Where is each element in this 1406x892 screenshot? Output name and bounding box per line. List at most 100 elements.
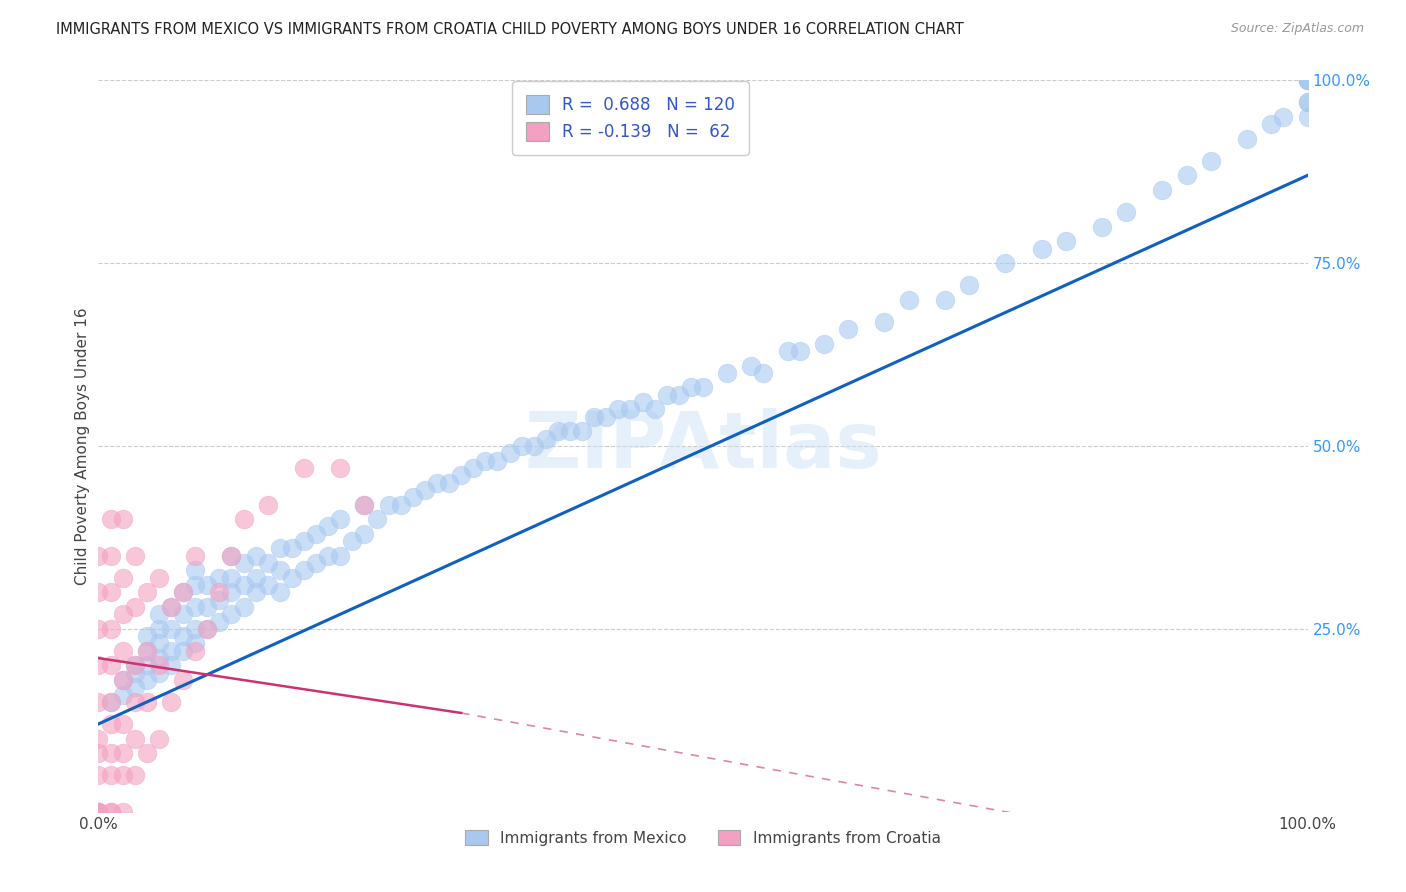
Point [692, 380, 714, 394]
Point [221, 549, 243, 563]
Point [87, 549, 110, 563]
Point [124, 768, 146, 782]
Point [631, 395, 654, 409]
Point [873, 315, 896, 329]
Point [256, 578, 278, 592]
Point [135, 629, 157, 643]
Point [111, 717, 134, 731]
Point [87, 695, 110, 709]
Point [1152, 183, 1174, 197]
Point [87, 746, 110, 760]
Point [1054, 234, 1077, 248]
Point [208, 585, 231, 599]
Point [184, 563, 207, 577]
Point [232, 578, 254, 592]
Point [316, 519, 339, 533]
Point [292, 461, 315, 475]
Point [1236, 132, 1258, 146]
Point [160, 622, 183, 636]
Point [87, 805, 110, 819]
Point [172, 629, 194, 643]
Point [305, 526, 328, 541]
Point [160, 599, 183, 614]
Point [148, 651, 170, 665]
Point [124, 658, 146, 673]
Point [232, 556, 254, 570]
Point [329, 549, 352, 563]
Point [305, 556, 328, 570]
Point [245, 571, 267, 585]
Point [558, 425, 581, 439]
Point [124, 681, 146, 695]
Point [221, 607, 243, 622]
Point [1272, 110, 1295, 124]
Point [607, 402, 630, 417]
Point [837, 322, 859, 336]
Point [184, 549, 207, 563]
Point [789, 343, 811, 358]
Point [160, 599, 183, 614]
Point [644, 402, 666, 417]
Point [87, 731, 110, 746]
Point [100, 658, 122, 673]
Point [353, 498, 375, 512]
Point [195, 599, 218, 614]
Point [668, 388, 690, 402]
Point [1115, 205, 1137, 219]
Point [160, 658, 183, 673]
Text: IMMIGRANTS FROM MEXICO VS IMMIGRANTS FROM CROATIA CHILD POVERTY AMONG BOYS UNDER: IMMIGRANTS FROM MEXICO VS IMMIGRANTS FRO… [56, 22, 965, 37]
Point [87, 805, 110, 819]
Point [195, 578, 218, 592]
Point [256, 556, 278, 570]
Point [111, 644, 134, 658]
Point [87, 805, 110, 819]
Point [100, 805, 122, 819]
Point [124, 665, 146, 680]
Point [716, 366, 738, 380]
Text: Source: ZipAtlas.com: Source: ZipAtlas.com [1230, 22, 1364, 36]
Point [1260, 117, 1282, 131]
Point [1296, 73, 1319, 87]
Point [111, 512, 134, 526]
Point [583, 409, 606, 424]
Point [498, 446, 520, 460]
Point [148, 665, 170, 680]
Point [135, 644, 157, 658]
Point [329, 512, 352, 526]
Point [87, 805, 110, 819]
Point [111, 688, 134, 702]
Point [292, 563, 315, 577]
Point [135, 746, 157, 760]
Point [269, 563, 291, 577]
Point [111, 571, 134, 585]
Point [292, 534, 315, 549]
Point [571, 425, 593, 439]
Point [1296, 73, 1319, 87]
Point [1296, 110, 1319, 124]
Point [148, 622, 170, 636]
Point [124, 695, 146, 709]
Point [135, 585, 157, 599]
Point [463, 461, 485, 475]
Point [1296, 95, 1319, 110]
Point [87, 805, 110, 819]
Point [195, 622, 218, 636]
Point [87, 658, 110, 673]
Point [221, 549, 243, 563]
Point [316, 549, 339, 563]
Point [100, 622, 122, 636]
Point [1199, 153, 1222, 168]
Point [124, 599, 146, 614]
Point [172, 585, 194, 599]
Point [934, 293, 956, 307]
Point [269, 541, 291, 556]
Point [366, 512, 388, 526]
Point [547, 425, 569, 439]
Point [111, 607, 134, 622]
Point [148, 731, 170, 746]
Point [100, 746, 122, 760]
Point [1296, 95, 1319, 110]
Text: ZIPAtlas: ZIPAtlas [524, 408, 882, 484]
Point [426, 475, 449, 490]
Point [1296, 73, 1319, 87]
